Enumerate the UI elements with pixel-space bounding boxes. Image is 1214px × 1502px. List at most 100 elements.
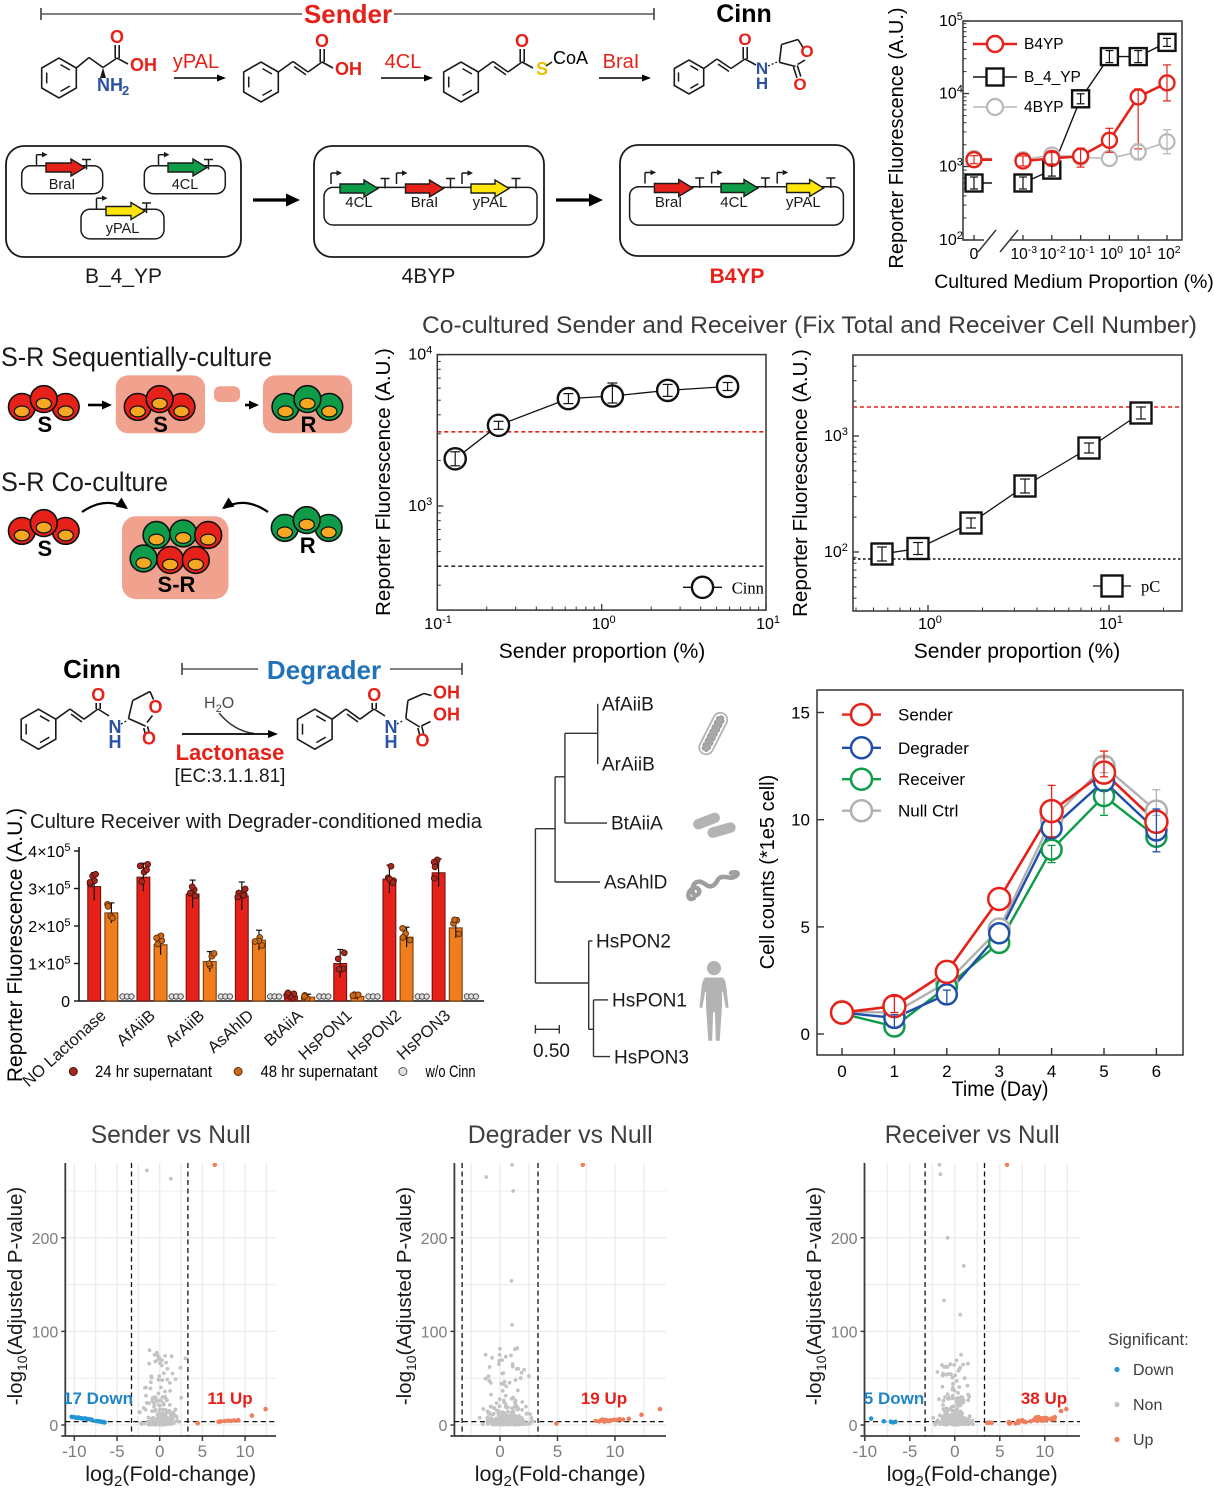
svg-text:yPAL: yPAL <box>173 51 219 73</box>
svg-text:Sender: Sender <box>304 0 392 29</box>
svg-text:Cinn: Cinn <box>63 654 121 684</box>
svg-text:OH: OH <box>335 59 362 79</box>
svg-text:S-R: S-R <box>158 572 196 597</box>
svg-text:BtAiiA: BtAiiA <box>611 814 663 835</box>
svg-text:H: H <box>385 732 398 752</box>
svg-text:4CL: 4CL <box>720 194 748 211</box>
svg-text:Non: Non <box>1133 1397 1162 1414</box>
svg-text:Cinn: Cinn <box>716 0 772 28</box>
svg-text:6: 6 <box>1152 1062 1161 1081</box>
svg-text:O: O <box>415 731 429 751</box>
svg-text:Degrader: Degrader <box>898 739 969 758</box>
svg-text:OH: OH <box>130 55 157 75</box>
svg-text:3: 3 <box>994 1062 1003 1081</box>
svg-text:O: O <box>738 30 751 49</box>
svg-text:N: N <box>109 717 122 737</box>
svg-text:5: 5 <box>801 918 810 937</box>
svg-text:-5: -5 <box>109 1442 124 1461</box>
svg-text:10: 10 <box>791 811 810 830</box>
svg-text:5: 5 <box>995 1442 1004 1461</box>
svg-text:ArAiiB: ArAiiB <box>602 755 655 776</box>
svg-text:yPAL: yPAL <box>106 221 140 237</box>
svg-text:log2(Fold-change): log2(Fold-change) <box>85 1462 256 1490</box>
svg-text:24 hr supernatant: 24 hr supernatant <box>95 1063 212 1081</box>
svg-text:-10: -10 <box>853 1442 878 1461</box>
svg-text:1×105: 1×105 <box>28 954 70 973</box>
svg-text:AsAhlD: AsAhlD <box>604 873 667 894</box>
svg-text:H2O: H2O <box>204 695 234 715</box>
svg-text:Reporter Fluorescence (A.U.): Reporter Fluorescence (A.U.) <box>4 808 27 1082</box>
svg-text:w/o Cinn: w/o Cinn <box>425 1063 476 1081</box>
svg-text:S-R Co-culture: S-R Co-culture <box>1 467 168 497</box>
svg-text:Culture Receiver with Degrader: Culture Receiver with Degrader-condition… <box>30 811 483 833</box>
svg-text:H: H <box>756 74 768 93</box>
svg-text:5: 5 <box>553 1442 562 1461</box>
svg-text:4: 4 <box>1047 1062 1056 1081</box>
svg-text:O: O <box>515 31 529 51</box>
svg-text:200: 200 <box>421 1231 448 1248</box>
svg-text:3×105: 3×105 <box>28 879 70 898</box>
svg-text:pC: pC <box>1141 577 1160 596</box>
svg-text:200: 200 <box>831 1231 858 1248</box>
svg-text:O: O <box>800 42 813 61</box>
svg-text:S: S <box>153 412 168 437</box>
svg-text:-log10(Adjusted P-value): -log10(Adjusted P-value) <box>803 1187 829 1405</box>
svg-text:0.50: 0.50 <box>533 1041 570 1062</box>
svg-text:Down: Down <box>1133 1362 1174 1379</box>
svg-text:B4YP: B4YP <box>710 265 765 288</box>
svg-text:-log10(Adjusted P-value): -log10(Adjusted P-value) <box>393 1187 419 1405</box>
svg-text:HsPON3: HsPON3 <box>614 1048 689 1069</box>
svg-text:200: 200 <box>32 1231 59 1248</box>
svg-text:4×105: 4×105 <box>28 842 70 861</box>
svg-text:BraI: BraI <box>411 194 439 211</box>
svg-text:38 Up: 38 Up <box>1021 1389 1067 1408</box>
svg-text:yPAL: yPAL <box>473 194 508 211</box>
svg-text:Sender: Sender <box>898 706 953 725</box>
svg-text:yPAL: yPAL <box>786 194 821 211</box>
svg-text:R: R <box>300 533 316 558</box>
svg-text:B4YP: B4YP <box>1024 36 1064 53</box>
svg-text:S-R Sequentially-culture: S-R Sequentially-culture <box>1 342 272 372</box>
svg-text:5 Down: 5 Down <box>864 1389 924 1408</box>
svg-text:Up: Up <box>1133 1432 1154 1449</box>
svg-text:0: 0 <box>61 994 70 1011</box>
svg-text:10: 10 <box>236 1442 255 1461</box>
svg-text:[EC:3.1.1.81]: [EC:3.1.1.81] <box>175 766 286 787</box>
svg-text:log2(Fold-change): log2(Fold-change) <box>475 1462 646 1490</box>
svg-text:BraI: BraI <box>603 51 640 73</box>
svg-text:Sender proportion (%): Sender proportion (%) <box>914 640 1121 663</box>
svg-text:S: S <box>37 536 52 561</box>
svg-text:HsPON2: HsPON2 <box>596 932 671 953</box>
svg-text:Degrader: Degrader <box>267 655 381 685</box>
svg-text:19 Up: 19 Up <box>581 1389 627 1408</box>
svg-text:Time (Day): Time (Day) <box>952 1077 1049 1101</box>
svg-text:N: N <box>756 59 768 78</box>
svg-text:log2(Fold-change): log2(Fold-change) <box>887 1462 1058 1490</box>
svg-text:4BYP: 4BYP <box>1024 99 1064 116</box>
svg-text:Degrader vs Null: Degrader vs Null <box>468 1121 653 1149</box>
svg-text:O: O <box>793 75 806 94</box>
svg-text:0: 0 <box>970 246 979 263</box>
svg-text:O: O <box>367 685 381 705</box>
svg-text:Significant:: Significant: <box>1108 1331 1189 1349</box>
svg-text:0: 0 <box>849 1418 858 1435</box>
svg-text:HsPON1: HsPON1 <box>612 991 687 1012</box>
svg-text:Null Ctrl: Null Ctrl <box>898 802 958 821</box>
svg-text:1: 1 <box>890 1062 899 1081</box>
svg-text:CoA: CoA <box>553 48 588 68</box>
svg-text:2: 2 <box>942 1062 951 1081</box>
svg-text:O: O <box>148 697 162 717</box>
svg-text:Co-cultured Sender and Receive: Co-cultured Sender and Receiver (Fix Tot… <box>422 312 1197 339</box>
svg-text:O: O <box>142 729 156 749</box>
svg-text:Reporter Fluorescence (A.U.): Reporter Fluorescence (A.U.) <box>886 7 908 268</box>
svg-text:10: 10 <box>606 1442 625 1461</box>
svg-text:BraI: BraI <box>655 194 683 211</box>
svg-text:100: 100 <box>421 1324 448 1341</box>
svg-text:Sender vs Null: Sender vs Null <box>91 1121 251 1149</box>
svg-text:Reporter Fluorescence (A.U.): Reporter Fluorescence (A.U.) <box>372 348 395 616</box>
svg-text:OH: OH <box>433 683 460 703</box>
svg-text:O: O <box>110 27 124 47</box>
svg-text:100: 100 <box>831 1324 858 1341</box>
svg-text:0: 0 <box>801 1025 810 1044</box>
svg-text:4CL: 4CL <box>345 194 373 211</box>
